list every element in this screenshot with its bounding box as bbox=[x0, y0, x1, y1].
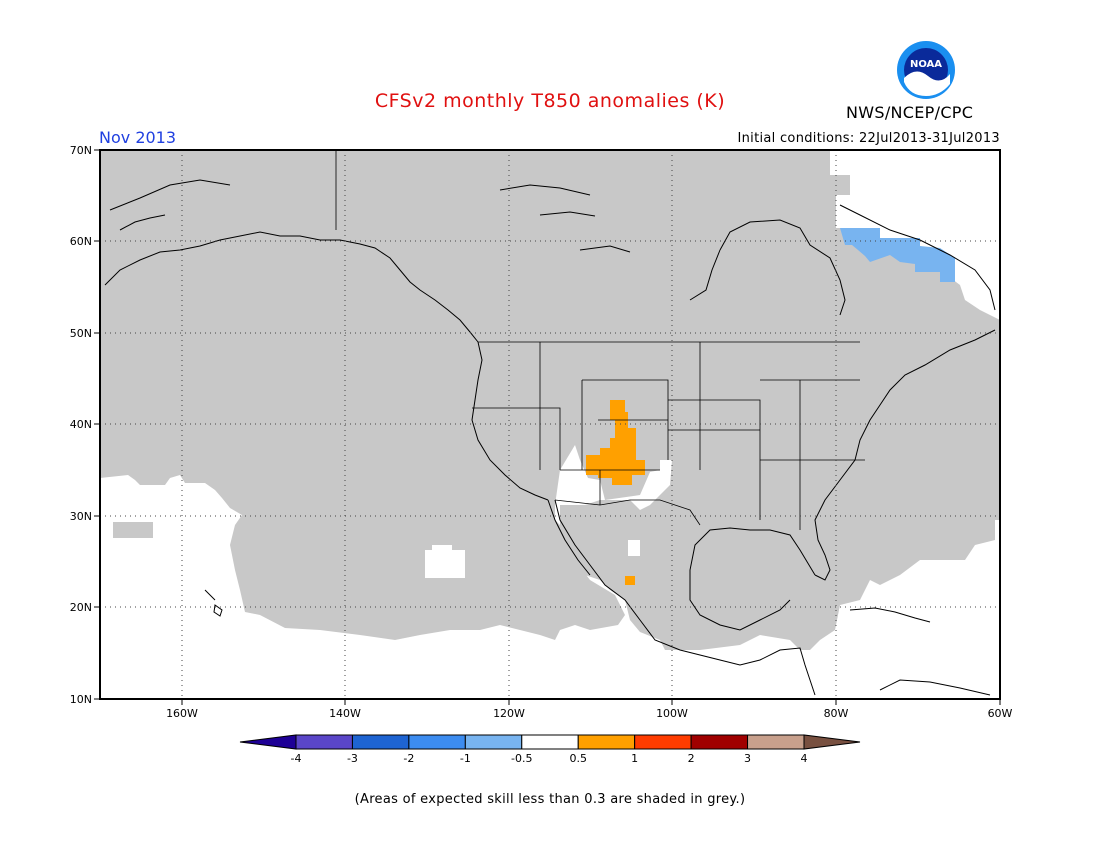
colorbar-segment bbox=[239, 734, 297, 750]
lat-label-40n: 40N bbox=[70, 418, 92, 431]
logo-text: NOAA bbox=[910, 59, 942, 70]
colorbar-segment bbox=[577, 734, 636, 750]
noaa-logo-icon: NOAA bbox=[897, 41, 955, 99]
lat-label-20n: 20N bbox=[70, 601, 92, 614]
warm-anomaly-mexico bbox=[625, 576, 635, 585]
colorbar-segment bbox=[521, 734, 579, 750]
map-title: CFSv2 monthly T850 anomalies (K) bbox=[374, 90, 726, 112]
low-skill-region bbox=[100, 150, 1000, 650]
lon-label-160w: 160W bbox=[166, 707, 198, 720]
colorbar-label: -4 bbox=[291, 752, 302, 765]
cool-anomaly-region bbox=[840, 228, 955, 282]
colorbar-label: -3 bbox=[347, 752, 358, 765]
political-borders bbox=[335, 150, 865, 530]
coastlines bbox=[104, 179, 996, 696]
colorbar-segment bbox=[295, 734, 353, 750]
colorbar-label: -1 bbox=[460, 752, 471, 765]
lat-label-60n: 60N bbox=[70, 235, 92, 248]
lon-label-60w: 60W bbox=[988, 707, 1013, 720]
warm-anomaly-region bbox=[586, 400, 645, 485]
colorbar-label: 0.5 bbox=[569, 752, 587, 765]
colorbar-segment bbox=[351, 734, 410, 750]
graticule bbox=[100, 150, 1000, 699]
colorbar-label: 1 bbox=[631, 752, 638, 765]
colorbar-label: -0.5 bbox=[511, 752, 532, 765]
forecast-period: Nov 2013 bbox=[99, 128, 177, 147]
colorbar-label: 2 bbox=[688, 752, 695, 765]
lat-label-70n: 70N bbox=[70, 144, 92, 157]
lat-label-30n: 30N bbox=[70, 510, 92, 523]
colorbar-segment bbox=[690, 734, 749, 750]
lon-label-80w: 80W bbox=[824, 707, 849, 720]
color-legend: -4 -3 -2 -1 -0.5 0.5 1 2 3 4 bbox=[239, 734, 861, 765]
colorbar-label: 4 bbox=[801, 752, 808, 765]
agency-label: NWS/NCEP/CPC bbox=[846, 103, 974, 122]
lon-label-100w: 100W bbox=[656, 707, 688, 720]
colorbar-label: -2 bbox=[403, 752, 414, 765]
lat-label-10n: 10N bbox=[70, 693, 92, 706]
colorbar-segment bbox=[747, 734, 805, 750]
colorbar-segment bbox=[464, 734, 523, 750]
lon-label-120w: 120W bbox=[493, 707, 525, 720]
lon-label-140w: 140W bbox=[329, 707, 361, 720]
forecast-map: 70N 60N 50N 40N 30N 20N 10N 160W 140W 12… bbox=[70, 144, 1013, 765]
initial-conditions: Initial conditions: 22Jul2013-31Jul2013 bbox=[737, 131, 1000, 146]
colorbar-label: 3 bbox=[744, 752, 751, 765]
colorbar-segment bbox=[408, 734, 466, 750]
colorbar-segment bbox=[634, 734, 692, 750]
colorbar-segment bbox=[803, 734, 861, 750]
lat-label-50n: 50N bbox=[70, 327, 92, 340]
axis-ticks bbox=[94, 149, 1001, 705]
skill-footnote: (Areas of expected skill less than 0.3 a… bbox=[354, 792, 746, 807]
